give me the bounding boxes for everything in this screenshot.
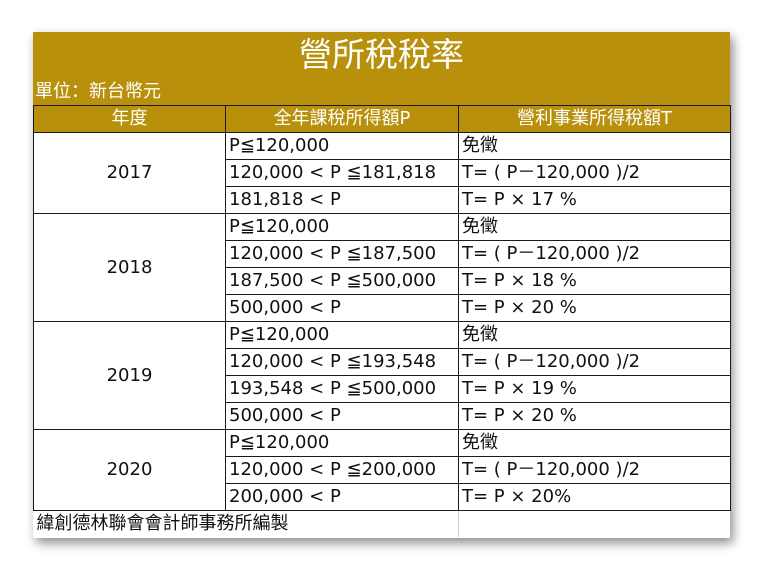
tax-cell: 免徵 (458, 213, 731, 241)
unit-label: 單位：新台幣元 (35, 81, 161, 102)
income-cell: 120,000 < P ≦187,500 (225, 240, 459, 268)
table-row: 2018 P≦120,000 免徵 (33, 213, 731, 322)
year-cell: 2018 (33, 213, 226, 322)
table-row: 120,000 < P ≦187,500 T= ( P－120,000 )/2 (34, 240, 731, 268)
tax-cell: T= P × 20 % (458, 294, 731, 322)
table-row: 500,000 < P T= P × 20 % (34, 294, 731, 322)
income-cell: 120,000 < P ≦181,818 (225, 159, 459, 187)
footer-empty-cell (458, 510, 731, 537)
income-cell: 200,000 < P (225, 483, 459, 511)
income-cell: 181,818 < P (225, 186, 459, 214)
income-cell: 500,000 < P (225, 294, 459, 322)
year-cell: 2017 (33, 132, 226, 214)
year-cell: 2019 (33, 321, 226, 430)
tax-cell: T= P × 17 % (458, 186, 731, 214)
tax-cell: T= P × 20% (458, 483, 731, 511)
sheet-title: 營所稅稅率 (299, 35, 464, 74)
table-row: 2020 P≦120,000 免徵 (33, 429, 731, 511)
tax-cell: T= P × 19 % (458, 375, 731, 403)
tax-cell: T= ( P－120,000 )/2 (458, 348, 731, 376)
income-cell: P≦120,000 (225, 429, 459, 457)
table-row: 181,818 < P T= P × 17 % (34, 186, 731, 214)
tax-cell: 免徵 (458, 132, 731, 160)
tax-cell: 免徵 (458, 429, 731, 457)
tax-cell: T= P × 18 % (458, 267, 731, 295)
income-cell: P≦120,000 (225, 132, 459, 160)
tax-cell: T= ( P－120,000 )/2 (458, 159, 731, 187)
income-cell: 193,548 < P ≦500,000 (225, 375, 459, 403)
income-cell: P≦120,000 (225, 321, 459, 349)
title-band: 營所稅稅率 單位：新台幣元 (33, 32, 730, 106)
header-tax: 營利事業所得稅額T (458, 105, 731, 133)
tax-rate-table: 年度 全年課稅所得額P 營利事業所得稅額T 2017 P≦120,000 免徵 … (33, 105, 731, 537)
table-row: 500,000 < P T= P × 20 % (34, 402, 731, 430)
table-row: 2019 P≦120,000 免徵 (33, 321, 731, 430)
income-cell: 120,000 < P ≦200,000 (225, 456, 459, 484)
header-row: 年度 全年課稅所得額P 營利事業所得稅額T (33, 105, 731, 133)
table-row: 120,000 < P ≦181,818 T= ( P－120,000 )/2 (34, 159, 731, 187)
year-cell: 2020 (33, 429, 226, 511)
income-cell: 187,500 < P ≦500,000 (225, 267, 459, 295)
income-cell: P≦120,000 (225, 213, 459, 241)
table-row: 200,000 < P T= P × 20% (34, 483, 731, 511)
tax-rate-sheet: 營所稅稅率 單位：新台幣元 年度 全年課稅所得額P 營利事業所得稅額T 2017… (33, 32, 731, 538)
income-cell: 500,000 < P (225, 402, 459, 430)
table-row: 2017 P≦120,000 免徵 (33, 132, 731, 214)
header-income: 全年課稅所得額P (225, 105, 459, 133)
footer-credit: 緯創德林聯會會計師事務所編製 (33, 510, 459, 537)
table-row: 193,548 < P ≦500,000 T= P × 19 % (34, 375, 731, 403)
header-year: 年度 (33, 105, 226, 133)
tax-cell: T= P × 20 % (458, 402, 731, 430)
tax-cell: T= ( P－120,000 )/2 (458, 240, 731, 268)
table-row: 120,000 < P ≦193,548 T= ( P－120,000 )/2 (34, 348, 731, 376)
income-cell: 120,000 < P ≦193,548 (225, 348, 459, 376)
table-row: 187,500 < P ≦500,000 T= P × 18 % (34, 267, 731, 295)
footer-row: 緯創德林聯會會計師事務所編製 (33, 510, 731, 537)
table-row: 120,000 < P ≦200,000 T= ( P－120,000 )/2 (34, 456, 731, 484)
tax-cell: T= ( P－120,000 )/2 (458, 456, 731, 484)
tax-cell: 免徵 (458, 321, 731, 349)
